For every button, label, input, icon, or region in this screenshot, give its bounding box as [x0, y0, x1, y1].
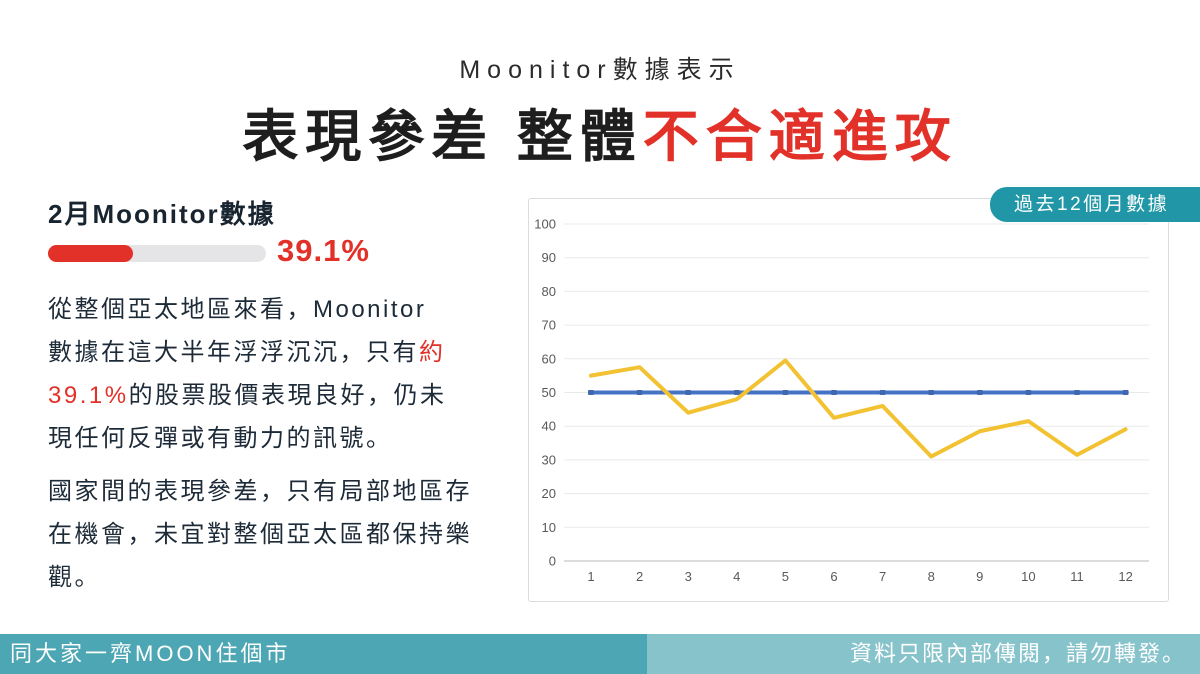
footer-right-bar: 資料只限內部傳閱，請勿轉發。 [647, 634, 1200, 674]
x-tick-label: 7 [879, 569, 886, 584]
progress-bar-track [48, 245, 266, 262]
x-tick-label: 9 [976, 569, 983, 584]
y-tick-label: 10 [542, 520, 556, 535]
x-tick-label: 5 [782, 569, 789, 584]
text-segment: 國家間的表現參差，只有局部地區存 [48, 478, 472, 505]
paragraph-line: 在機會，未宜對整個亞太區都保持樂 [48, 513, 518, 556]
x-axis-labels: 1 2 3 4 5 6 7 8 9 10 11 12 [587, 569, 1132, 584]
y-tick-label: 40 [542, 419, 556, 434]
paragraph-line: 數據在這大半年浮浮沉沉，只有約 [48, 331, 518, 374]
data-point-marker [831, 390, 837, 395]
y-axis-labels: 0 10 20 30 40 50 60 70 80 90 100 [534, 217, 556, 569]
body-paragraph-2: 國家間的表現參差，只有局部地區存 在機會，未宜對整個亞太區都保持樂 觀。 [48, 470, 518, 599]
x-tick-label: 6 [830, 569, 837, 584]
paragraph-line: 現任何反彈或有動力的訊號。 [48, 417, 518, 460]
paragraph-line: 從整個亞太地區來看，Moonitor [48, 288, 518, 331]
x-tick-label: 1 [587, 569, 594, 584]
chart-panel: 0 10 20 30 40 50 60 70 80 90 100 1 2 3 4 5 6 7 8 9 10 11 12 [528, 198, 1169, 602]
series-moonitor-monthly-data [589, 358, 1128, 459]
text-segment: 在機會，未宜對整個亞太區都保持樂 [48, 521, 472, 548]
x-tick-label: 2 [636, 569, 643, 584]
text-segment: 表現參差 整體 [242, 105, 643, 168]
series-benchmark-50 [588, 390, 1129, 395]
x-tick-label: 12 [1118, 569, 1132, 584]
data-point-marker [976, 390, 983, 395]
data-point-marker [733, 390, 740, 395]
text-segment: 的股票股價表現良好，仍未 [128, 382, 447, 409]
slide-subtitle: Moonitor數據表示 [459, 56, 741, 84]
text-segment: 不合適進攻 [642, 105, 958, 168]
data-point-marker [1122, 390, 1129, 395]
x-tick-label: 8 [928, 569, 935, 584]
footer-left-bar: 同大家一齊MOON住個市 [0, 634, 647, 674]
data-point-marker [928, 390, 935, 395]
data-point-marker [879, 390, 886, 395]
x-tick-label: 11 [1070, 569, 1084, 584]
data-point-marker [1074, 390, 1080, 395]
data-point-marker [782, 390, 789, 395]
paragraph-line: 39.1%的股票股價表現良好，仍未 [48, 374, 518, 417]
x-tick-label: 4 [733, 569, 740, 584]
text-segment: 數據在這大半年浮浮沉沉，只有 [48, 339, 419, 366]
slide-title: 表現參差 整體不合適進攻 [0, 92, 1200, 173]
paragraph-line: 國家間的表現參差，只有局部地區存 [48, 470, 518, 513]
data-point-marker [588, 390, 594, 395]
data-point-marker [636, 390, 643, 395]
text-segment: 39.1% [48, 382, 129, 409]
text-segment: 觀。 [48, 564, 101, 591]
metric-heading: 2月Moonitor數據 [48, 199, 276, 229]
y-tick-label: 70 [542, 318, 556, 333]
x-tick-label: 3 [685, 569, 692, 584]
data-point-marker [685, 390, 692, 395]
body-paragraph-1: 從整個亞太地區來看，Moonitor 數據在這大半年浮浮沉沉，只有約 39.1%的股… [48, 288, 518, 460]
y-tick-label: 90 [542, 250, 556, 265]
text-segment: 現任何反彈或有動力的訊號。 [48, 425, 393, 452]
y-tick-label: 100 [534, 217, 556, 232]
data-point-marker [1025, 390, 1032, 395]
x-tick-label: 10 [1021, 569, 1035, 584]
footer-right-text: 資料只限內部傳閱，請勿轉發。 [849, 641, 1186, 666]
text-segment: 從整個亞太地區來看，Moonitor [48, 296, 427, 323]
footer-left-text: 同大家一齊MOON住個市 [10, 641, 291, 666]
y-tick-label: 80 [542, 284, 556, 299]
y-tick-label: 30 [542, 452, 556, 467]
y-tick-label: 50 [542, 385, 556, 400]
y-tick-label: 20 [542, 486, 556, 501]
time-range-badge: 過去12個月數據 [990, 187, 1200, 222]
y-tick-label: 60 [542, 351, 556, 366]
progress-bar-fill [48, 245, 134, 262]
y-tick-label: 0 [549, 554, 556, 569]
paragraph-line: 觀。 [48, 556, 518, 599]
progress-value: 39.1% [277, 233, 370, 268]
text-segment: 約 [419, 339, 446, 366]
